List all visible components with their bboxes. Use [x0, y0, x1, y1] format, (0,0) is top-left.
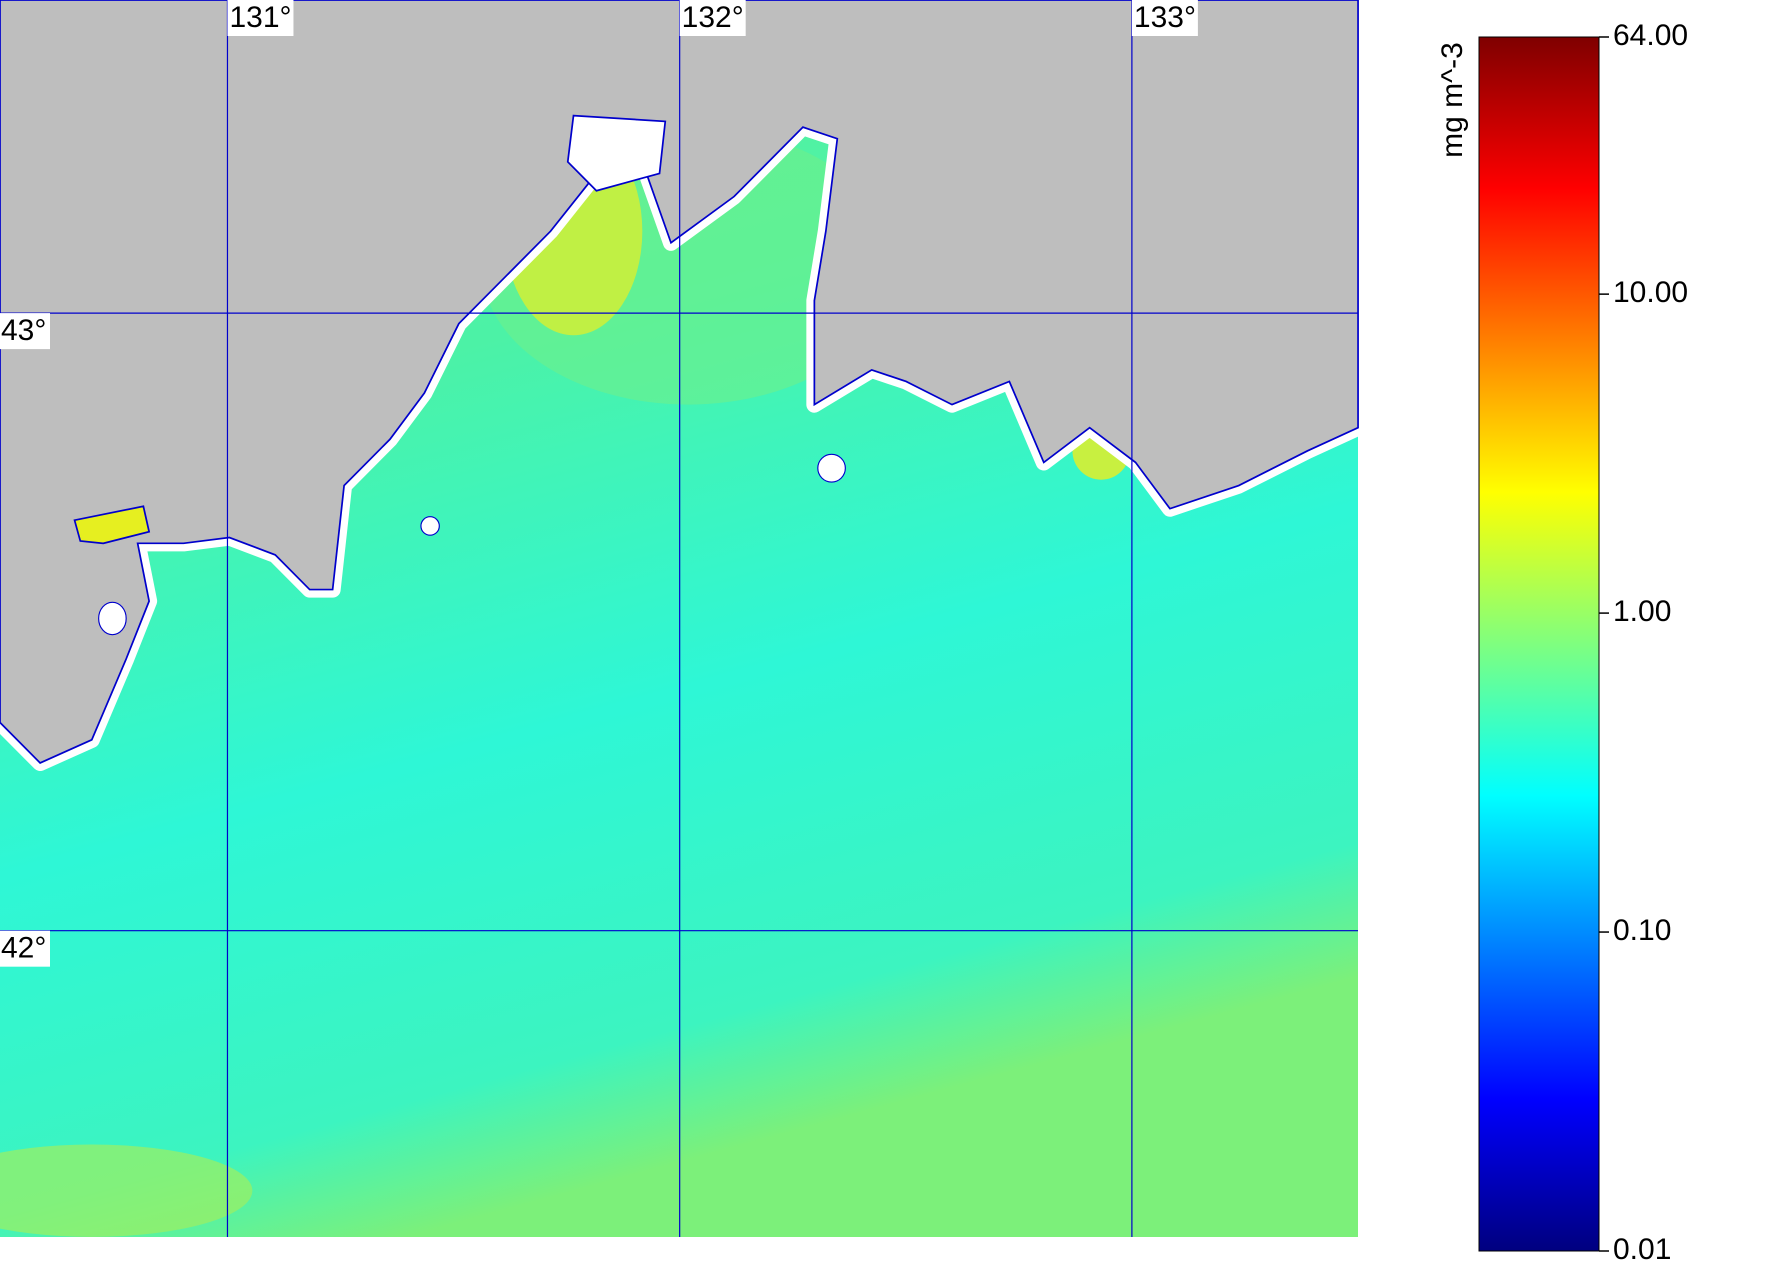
- x-tick-label: 131°: [229, 1, 291, 34]
- label-box: [0, 313, 50, 350]
- colorbar-tick-label: 64.00: [1613, 19, 1688, 52]
- x-tick-label: 133°: [1134, 1, 1196, 34]
- colorbar: mg m^-3 0.01 0.10 1.00 10.00 64.00: [1436, 19, 1688, 1266]
- island: [817, 453, 846, 483]
- sea-patch: [0, 1144, 253, 1237]
- bay: [73, 505, 151, 545]
- colorbar-tick-label: 0.01: [1613, 1233, 1671, 1266]
- colorbar-bar: [1478, 36, 1600, 1252]
- map-area: [0, 0, 1359, 1237]
- label-box: [227, 0, 294, 36]
- colorbar-label: mg m^-3: [1436, 42, 1469, 158]
- label-box: [0, 930, 50, 967]
- colorbar-tick-label: 0.10: [1613, 914, 1671, 947]
- x-tick-label: 132°: [682, 1, 744, 34]
- colorbar-tick-label: 1.00: [1613, 595, 1671, 628]
- bay: [566, 114, 667, 192]
- y-tick-label: 42°: [1, 932, 46, 965]
- island: [98, 601, 127, 636]
- label-box: [679, 0, 746, 36]
- graticule: 131° 132° 133° 42° 43°: [0, 0, 1358, 1237]
- land: [0, 0, 1359, 764]
- label-box: [1131, 0, 1198, 36]
- island: [420, 516, 440, 536]
- y-tick-label: 43°: [1, 314, 46, 347]
- colorbar-tick-label: 10.00: [1613, 276, 1688, 309]
